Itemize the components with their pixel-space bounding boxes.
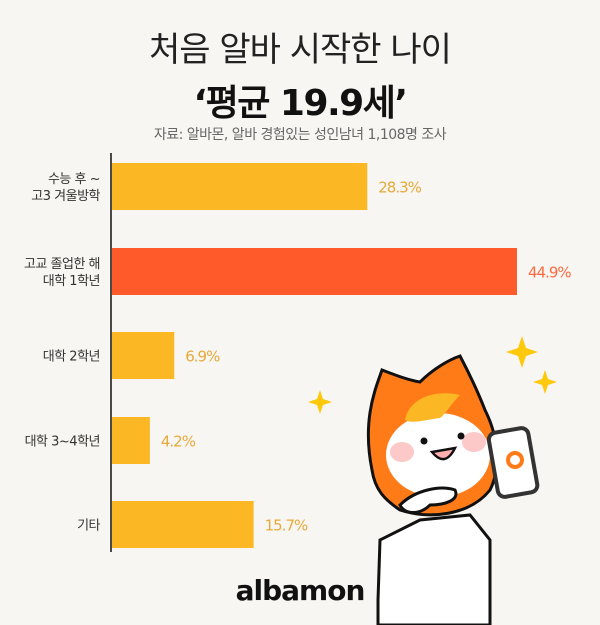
category-label: 대학 1학년	[43, 274, 100, 289]
bar	[112, 248, 517, 295]
sparkle-icon	[533, 370, 557, 394]
value-label: 6.9%	[185, 348, 220, 366]
category-label: 대학 3~4학년	[25, 435, 100, 450]
source-note: 자료: 알바몬, 알바 경험있는 성인남녀 1,108명 조사	[153, 127, 447, 143]
value-label: 4.2%	[161, 433, 196, 451]
sparkle-icon	[308, 390, 332, 414]
bar	[112, 501, 254, 548]
category-label: 수능 후 ~	[48, 172, 100, 187]
bar	[112, 417, 150, 464]
albamon-app-icon	[506, 451, 524, 469]
mascot-illustration	[308, 336, 557, 625]
sparkle-icon	[506, 336, 538, 368]
bar	[112, 163, 368, 210]
category-label: 대학 2학년	[43, 350, 100, 365]
category-label: 기타	[77, 519, 100, 534]
albamon-logo: albamon	[0, 574, 600, 607]
logo-text: albamon	[235, 574, 366, 607]
bar	[112, 332, 175, 379]
value-label: 15.7%	[265, 517, 308, 535]
category-label: 고교 졸업한 해	[24, 257, 100, 272]
value-label: 44.9%	[528, 264, 571, 282]
title-line1: 처음 알바 시작한 나이	[149, 30, 452, 70]
value-label: 28.3%	[378, 179, 421, 197]
title-line2: ‘평균 19.9세’	[193, 83, 408, 124]
category-label: 고3 겨울방학	[31, 189, 100, 204]
